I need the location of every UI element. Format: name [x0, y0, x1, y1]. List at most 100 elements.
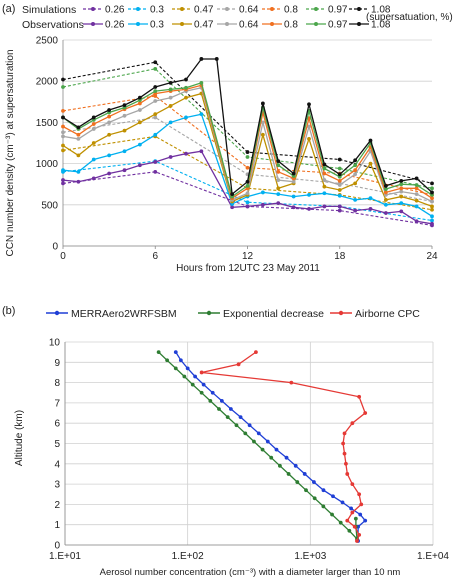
profile-legend-marker [338, 310, 344, 316]
simulation-point [337, 157, 342, 162]
profile-point [293, 463, 298, 468]
panel-b-y-tick-label: 1 [54, 520, 60, 531]
observation-point [337, 188, 342, 192]
observation-point [107, 114, 112, 119]
observation-point [337, 179, 342, 183]
observation-point [276, 178, 281, 182]
observation-point [137, 142, 142, 147]
profile-point [173, 366, 178, 371]
profile-point [344, 461, 348, 466]
observation-point [245, 191, 250, 196]
observation-point [122, 168, 127, 173]
observation-point [322, 191, 327, 196]
observation-point [61, 143, 65, 148]
panel-b-x-tick-label: 1.E+02 [172, 551, 204, 562]
observation-point [399, 201, 404, 206]
profile-point [190, 382, 195, 387]
observation-point [260, 120, 265, 125]
panel-a-y-tick-label: 2000 [36, 77, 59, 88]
observation-point [414, 183, 419, 187]
observation-point [168, 155, 173, 159]
observation-point [383, 187, 388, 192]
simulation-legend-marker [91, 7, 95, 11]
profile-line-Airborne CPC [201, 351, 366, 542]
observation-point [307, 124, 311, 129]
observation-point [122, 149, 127, 154]
observation-point [399, 182, 404, 187]
observation-point [214, 57, 219, 61]
observation-legend-label: 0.97 [328, 20, 348, 31]
observation-point [430, 190, 434, 195]
profile-point [321, 488, 326, 493]
observation-point [399, 209, 404, 214]
observation-point [368, 196, 373, 201]
panel-b-x-axis-label: Aerosol number concentration (cm⁻³) with… [100, 567, 401, 578]
observation-point [245, 204, 250, 209]
observation-point [414, 176, 419, 181]
simulation-point [61, 130, 65, 135]
observation-point [307, 136, 311, 141]
profile-legend-marker [54, 310, 60, 316]
simulation-legend-marker [314, 7, 318, 11]
observation-point [368, 207, 373, 211]
observation-point [199, 149, 204, 154]
profile-point [358, 512, 363, 517]
profile-point [359, 502, 364, 507]
profile-point [182, 374, 187, 379]
observation-point [322, 178, 327, 182]
panel-a-y-tick-label: 1000 [36, 159, 59, 170]
observation-point [383, 183, 388, 188]
profile-point [243, 431, 248, 436]
panel-b-y-tick-label: 3 [54, 480, 60, 491]
simulation-legend-label: 0.64 [239, 5, 259, 16]
observation-point [107, 132, 112, 137]
profile-point [345, 518, 350, 523]
observation-point [383, 190, 388, 195]
simulation-legend-marker [180, 7, 184, 11]
legend-supersaturation-note: (supersatuation, %) [366, 12, 453, 23]
observation-point [353, 181, 358, 186]
observation-point [168, 104, 173, 108]
profile-point [330, 512, 334, 517]
observation-line-0.64 [62, 87, 433, 203]
observation-point [322, 171, 327, 176]
observation-point [337, 172, 342, 177]
profile-point [363, 411, 368, 415]
simulation-legend-label: 1.08 [371, 5, 391, 16]
observation-point [353, 168, 358, 173]
profile-point [199, 370, 204, 375]
observation-line-0.47 [62, 92, 433, 208]
observation-legend-label: 0.3 [150, 20, 164, 31]
profile-point [252, 439, 256, 444]
profile-point [357, 394, 362, 399]
observation-point [107, 153, 112, 158]
observation-point [76, 136, 81, 141]
panel-b-chart: 0 1 2 3 4 5 6 7 8 9 10 1.E+01 1.E+02 1.E+03 1.E+04 MERR… [46, 308, 449, 562]
observation-point [337, 183, 342, 187]
simulation-point [337, 166, 342, 171]
observation-point [368, 161, 373, 166]
observation-point [399, 186, 404, 191]
panel-b-y-tick-label: 2 [54, 500, 60, 511]
profile-point [350, 510, 355, 515]
simulation-legend-marker [225, 7, 229, 11]
observation-point [414, 198, 419, 203]
profile-point [278, 463, 282, 468]
panel-a-y-tick-label: 0 [52, 242, 58, 253]
panel-b-y-tick-label: 10 [49, 338, 61, 349]
profile-point [284, 455, 289, 460]
observation-legend-label: 0.8 [284, 20, 298, 31]
observation-point [276, 201, 281, 206]
simulation-point [245, 155, 250, 159]
observation-point [337, 204, 342, 209]
observation-point [230, 205, 235, 210]
observation-point [414, 219, 419, 224]
profile-point [286, 472, 291, 476]
observation-point [107, 171, 112, 176]
simulation-point [245, 150, 250, 154]
panel-b-y-tick-label: 9 [54, 358, 60, 369]
observation-legend-marker [91, 22, 95, 26]
legend-observations-label: Observations [22, 19, 84, 31]
profile-point [156, 350, 161, 355]
observation-point [137, 163, 142, 168]
